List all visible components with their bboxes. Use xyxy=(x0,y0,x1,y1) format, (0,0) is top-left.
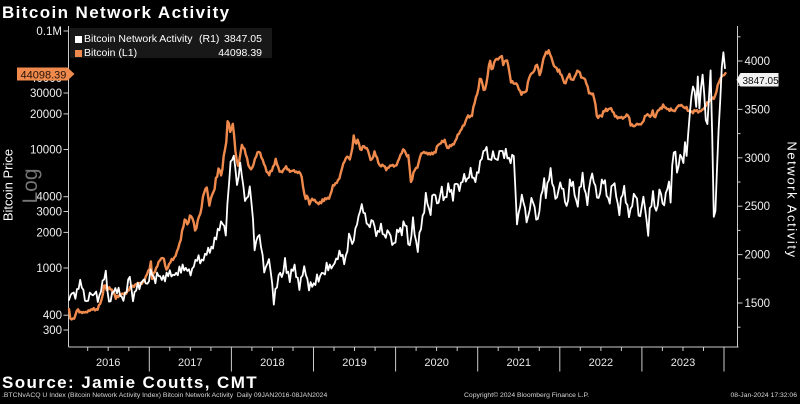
svg-text:3000: 3000 xyxy=(745,153,771,165)
svg-text:10000: 10000 xyxy=(30,145,62,157)
svg-text:20000: 20000 xyxy=(30,109,62,121)
svg-text:2021: 2021 xyxy=(507,357,531,369)
svg-text:2017: 2017 xyxy=(178,357,202,369)
svg-text:44098.39: 44098.39 xyxy=(21,70,67,82)
svg-text:30000: 30000 xyxy=(30,88,62,100)
svg-text:1000: 1000 xyxy=(36,263,62,275)
svg-text:2023: 2023 xyxy=(671,357,695,369)
svg-text:4000: 4000 xyxy=(36,192,62,204)
svg-text:2000: 2000 xyxy=(36,227,62,239)
svg-text:1500: 1500 xyxy=(745,298,771,310)
svg-text:2018: 2018 xyxy=(260,357,284,369)
svg-text:2500: 2500 xyxy=(745,201,771,213)
svg-text:3500: 3500 xyxy=(745,104,771,116)
svg-text:0.1M: 0.1M xyxy=(36,26,62,38)
svg-text:400: 400 xyxy=(43,310,62,322)
svg-text:3000: 3000 xyxy=(36,207,62,219)
svg-text:300: 300 xyxy=(43,325,62,337)
svg-text:4000: 4000 xyxy=(745,56,771,68)
svg-text:2019: 2019 xyxy=(342,357,366,369)
svg-text:2020: 2020 xyxy=(424,357,448,369)
svg-text:3847.05: 3847.05 xyxy=(743,76,780,87)
svg-text:2000: 2000 xyxy=(745,250,771,262)
svg-text:2016: 2016 xyxy=(96,357,120,369)
svg-text:2022: 2022 xyxy=(589,357,613,369)
